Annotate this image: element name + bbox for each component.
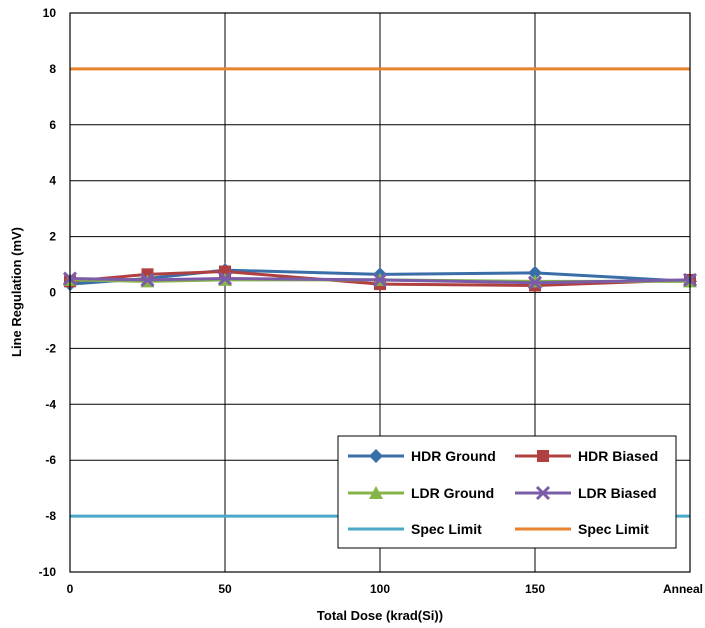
x-tick-label: 0 bbox=[67, 582, 74, 596]
legend-marker bbox=[535, 485, 551, 501]
x-tick-label: 50 bbox=[218, 582, 232, 596]
y-tick-label: 10 bbox=[43, 6, 57, 20]
plot-frame bbox=[69, 12, 691, 573]
y-axis-label: Line Regulation (mV) bbox=[9, 227, 24, 357]
y-tick-label: 6 bbox=[49, 118, 56, 132]
legend-label: LDR Ground bbox=[411, 485, 494, 501]
data-point bbox=[372, 272, 388, 287]
y-tick-label: 0 bbox=[49, 286, 56, 300]
legend-marker bbox=[369, 449, 383, 463]
y-tick-label: -6 bbox=[45, 453, 56, 467]
x-tick-label: 100 bbox=[370, 582, 390, 596]
legend-entry: Spec Limit bbox=[515, 521, 649, 537]
legend-marker bbox=[369, 486, 383, 499]
data-point bbox=[527, 275, 543, 290]
legend-label: Spec Limit bbox=[578, 521, 649, 537]
y-tick-label: -8 bbox=[45, 509, 56, 523]
data-point bbox=[140, 272, 155, 287]
legend-label: HDR Ground bbox=[411, 448, 496, 464]
legend-entry: LDR Biased bbox=[515, 485, 657, 501]
legend-entry: HDR Ground bbox=[348, 448, 496, 464]
x-tick-labels: 0 50 100 150 Anneal bbox=[67, 582, 703, 596]
y-tick-label: -10 bbox=[39, 565, 57, 579]
legend-label: LDR Biased bbox=[578, 485, 657, 501]
legend-entry: LDR Ground bbox=[348, 485, 494, 501]
data-point bbox=[217, 271, 233, 286]
x-axis-label: Total Dose (krad(Si)) bbox=[317, 608, 443, 623]
y-tick-labels: 10 8 6 4 2 0 -2 -4 -6 -8 -10 bbox=[39, 6, 57, 579]
legend-marker bbox=[537, 450, 549, 462]
legend-label: HDR Biased bbox=[578, 448, 658, 464]
y-tick-label: -2 bbox=[45, 341, 56, 355]
x-tick-label: Anneal bbox=[663, 582, 703, 596]
y-tick-label: -4 bbox=[45, 397, 56, 411]
x-tick-label: 150 bbox=[525, 582, 545, 596]
data-point bbox=[528, 265, 542, 280]
legend: HDR Ground HDR Biased LDR Ground LDR Biased… bbox=[337, 435, 677, 549]
series-line bbox=[69, 277, 691, 285]
y-tick-label: 2 bbox=[49, 230, 56, 244]
legend-label: Spec Limit bbox=[411, 521, 482, 537]
legend-entry: HDR Biased bbox=[515, 448, 658, 464]
y-tick-label: 8 bbox=[49, 62, 56, 76]
y-tick-label: 4 bbox=[49, 174, 56, 188]
legend-entry: Spec Limit bbox=[348, 521, 482, 537]
